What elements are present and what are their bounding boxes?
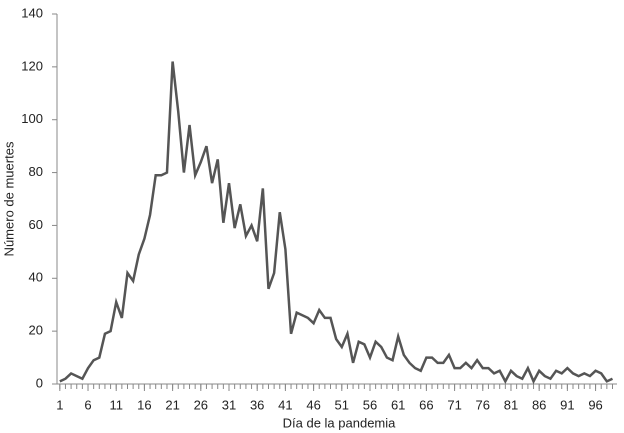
x-tick-label: 81 bbox=[504, 397, 518, 412]
x-tick-label: 96 bbox=[588, 397, 602, 412]
x-tick-label: 51 bbox=[335, 397, 349, 412]
x-tick-label: 66 bbox=[419, 397, 433, 412]
x-tick-label: 31 bbox=[222, 397, 236, 412]
x-tick-label: 91 bbox=[560, 397, 574, 412]
x-tick-label: 1 bbox=[56, 397, 63, 412]
y-tick-label: 80 bbox=[29, 164, 43, 179]
y-tick-label: 120 bbox=[21, 58, 43, 73]
x-tick-label: 26 bbox=[194, 397, 208, 412]
y-tick-label: 100 bbox=[21, 111, 43, 126]
x-tick-label: 21 bbox=[165, 397, 179, 412]
data-line bbox=[59, 61, 614, 385]
y-tick-label: 60 bbox=[29, 217, 43, 232]
x-tick-label: 16 bbox=[137, 397, 151, 412]
x-axis-title: Día de la pandemia bbox=[283, 415, 397, 430]
x-tick-label: 61 bbox=[391, 397, 405, 412]
x-tick-label: 41 bbox=[278, 397, 292, 412]
x-tick-label: 36 bbox=[250, 397, 264, 412]
x-tick-label: 11 bbox=[109, 397, 123, 412]
x-tick-label: 6 bbox=[84, 397, 91, 412]
x-tick-label: 76 bbox=[476, 397, 490, 412]
y-tick-label: 0 bbox=[36, 375, 43, 390]
y-tick-label: 140 bbox=[21, 5, 43, 20]
x-tick-label: 56 bbox=[363, 397, 377, 412]
x-tick-label: 86 bbox=[532, 397, 546, 412]
x-tick-label: 71 bbox=[447, 397, 461, 412]
y-tick-label: 40 bbox=[29, 270, 43, 285]
x-tick-label: 46 bbox=[306, 397, 320, 412]
y-axis-title: Número de muertes bbox=[1, 141, 16, 256]
y-tick-label: 20 bbox=[29, 323, 43, 338]
